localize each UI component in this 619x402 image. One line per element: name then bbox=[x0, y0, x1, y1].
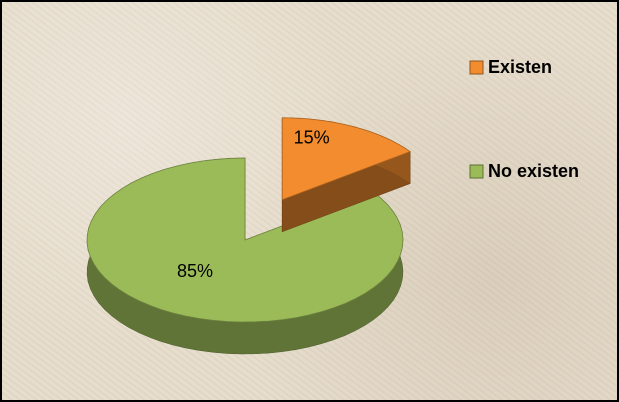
legend-label: No existen bbox=[488, 161, 579, 181]
legend-label: Existen bbox=[488, 57, 552, 77]
pie-slice bbox=[281, 117, 411, 201]
legend-swatch bbox=[469, 164, 484, 179]
data-label: 85% bbox=[177, 261, 213, 281]
legend-swatch bbox=[469, 60, 484, 75]
pie-slice bbox=[86, 157, 404, 323]
data-label: 15% bbox=[294, 128, 330, 148]
